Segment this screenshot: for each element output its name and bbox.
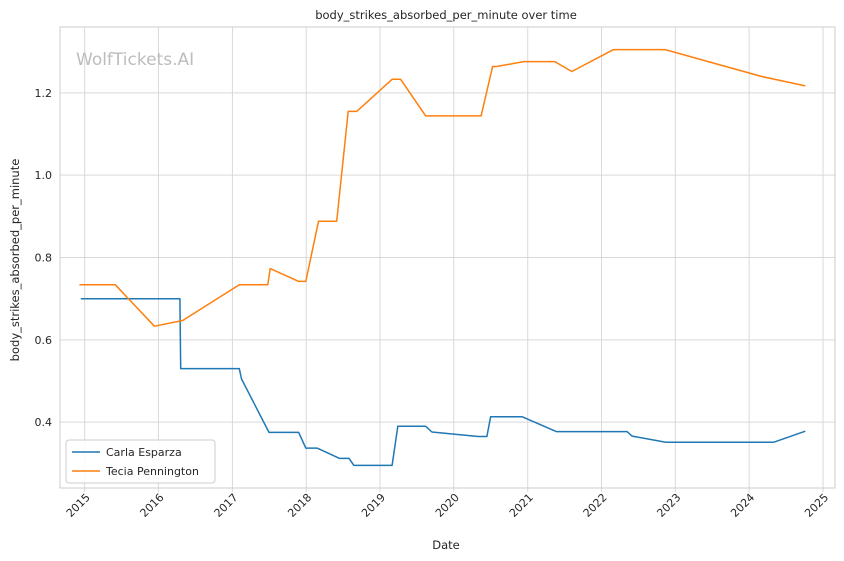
y-tick-label: 1.2	[35, 87, 53, 100]
x-gridlines	[84, 27, 824, 492]
x-tick-label: 2017	[212, 491, 241, 520]
y-tick-labels: 0.4 0.6 0.8 1.0 1.2	[35, 87, 53, 429]
y-tick-label: 1.0	[35, 169, 53, 182]
series-layer	[79, 48, 806, 467]
x-tick-label: 2015	[64, 491, 93, 520]
plot-area	[59, 26, 836, 489]
x-tick-label: 2022	[581, 491, 610, 520]
y-tick-label: 0.8	[35, 252, 53, 265]
series-line-1	[80, 297, 806, 467]
x-tick-labels: 2015 2016 2017 2018 2019 2020 2021 2022 2023 2024…	[64, 491, 831, 520]
legend-box	[65, 439, 216, 484]
legend-label-1: Carla Esparza	[106, 446, 182, 459]
y-tick-label: 0.6	[35, 334, 53, 347]
legend: Carla Esparza Tecia Pennington	[65, 439, 216, 484]
x-axis-title: Date	[432, 538, 460, 552]
x-tick-label: 2023	[654, 491, 683, 520]
legend-label-2: Tecia Pennington	[105, 465, 199, 478]
x-tick-label: 2024	[728, 491, 757, 520]
x-tick-label: 2019	[359, 491, 388, 520]
watermark: WolfTickets.AI	[76, 50, 194, 70]
x-tick-label: 2016	[138, 491, 167, 520]
chart-title: body_strikes_absorbed_per_minute over ti…	[315, 8, 577, 22]
y-tick-label: 0.4	[35, 416, 53, 429]
y-axis-title: body_strikes_absorbed_per_minute	[8, 159, 22, 362]
x-tick-label: 2025	[802, 491, 831, 520]
y-gridlines	[60, 92, 835, 423]
x-tick-label: 2021	[507, 491, 536, 520]
x-tick-label: 2018	[285, 491, 314, 520]
x-tick-label: 2020	[433, 491, 462, 520]
series-line-2	[79, 48, 806, 327]
